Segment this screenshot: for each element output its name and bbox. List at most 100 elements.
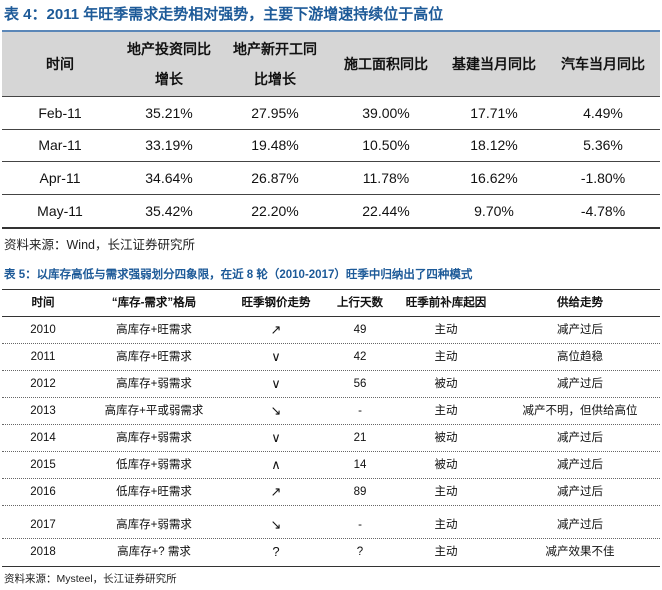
table-row: Feb-11 35.21% 27.95% 39.00% 17.71% 4.49% (2, 96, 660, 130)
table4-header-time: 时间 (46, 56, 74, 72)
table-cell: 49 (353, 324, 367, 336)
table-cell: 减产过后 (557, 486, 603, 498)
table5-top-rule (2, 289, 660, 290)
table-cell: 主动 (434, 351, 458, 363)
table-cell: 减产过后 (557, 324, 603, 336)
table-cell: 主动 (434, 324, 458, 336)
table4-header-new-starts: 地产新开工同 比增长 (233, 41, 317, 87)
table-row: May-11 35.42% 22.20% 22.44% 9.70% -4.78% (2, 195, 660, 227)
table-row: 2015 低库存+弱需求 ∧ 14 被动 减产过后 (2, 452, 660, 479)
table-cell: 16.62% (470, 170, 518, 186)
table-cell: 减产不明，但供给高位 (522, 405, 638, 417)
table5-header: 时间 “库存-需求”格局 旺季钢价走势 上行天数 旺季前补库起因 供给走势 (2, 290, 660, 316)
table5-header-restock-cause: 旺季前补库起因 (405, 297, 487, 309)
table-cell: 34.64% (145, 170, 193, 186)
table-cell: 56 (353, 378, 367, 390)
table-cell: 10.50% (362, 137, 410, 153)
table-cell: 被动 (434, 432, 458, 444)
table4-header-auto: 汽车当月同比 (561, 56, 645, 72)
table5-bottom-rule (2, 566, 660, 567)
table5-header-price-trend: 旺季钢价走势 (241, 297, 311, 309)
table4-top-rule (2, 30, 660, 32)
table-cell: 高库存+旺需求 (116, 324, 192, 336)
table5-title: 表 5：以库存高低与需求强弱划分四象限，在近 8 轮（2010-2017）旺季中… (4, 269, 473, 281)
table-cell: 减产过后 (557, 432, 603, 444)
price-trend-icon: ∨ (271, 430, 281, 445)
table-cell: 22.20% (251, 203, 299, 219)
table-cell: 2013 (30, 405, 56, 417)
table-row: Mar-11 33.19% 19.48% 10.50% 18.12% 5.36% (2, 129, 660, 162)
table-row: 2012 高库存+弱需求 ∨ 56 被动 减产过后 (2, 371, 660, 398)
table-cell: Mar-11 (38, 137, 82, 153)
table-cell: 主动 (434, 486, 458, 498)
table-row: 2017 高库存+弱需求 ↘ - 主动 减产过后 (2, 512, 660, 539)
table-cell: 减产过后 (557, 519, 603, 531)
price-trend-icon: ↘ (270, 517, 282, 532)
table4-source: 资料来源：Wind，长江证券研究所 (4, 238, 195, 252)
price-trend-icon: ∨ (271, 376, 281, 391)
table-cell: -4.78% (580, 203, 626, 219)
table-cell: 被动 (434, 459, 458, 471)
table5-header-time: 时间 (31, 297, 55, 309)
table-cell: 2015 (30, 459, 56, 471)
table-cell: 主动 (434, 405, 458, 417)
table-cell: 2018 (30, 546, 56, 558)
table5-source: 资料来源：Mysteel，长江证券研究所 (4, 573, 177, 585)
price-trend-icon: ∧ (271, 457, 281, 472)
table-cell: 低库存+旺需求 (116, 486, 192, 498)
table-row: 2010 高库存+旺需求 ↗ 49 主动 减产过后 (2, 317, 660, 344)
table-cell: 14 (353, 459, 367, 471)
table-cell: 高库存+旺需求 (116, 351, 192, 363)
price-trend-icon: ↗ (270, 322, 282, 337)
table-cell: 27.95% (251, 105, 299, 121)
table4-title: 表 4：2011 年旺季需求走势相对强势，主要下游增速持续位于高位 (4, 6, 444, 23)
table-cell: 2012 (30, 378, 56, 390)
table-cell: 2011 (30, 351, 56, 363)
table-cell: 35.42% (145, 203, 193, 219)
table5-header-up-days: 上行天数 (337, 297, 383, 309)
table-row: Apr-11 34.64% 26.87% 11.78% 16.62% -1.80… (2, 162, 660, 195)
table-cell: 11.78% (362, 170, 410, 186)
table-cell: -1.80% (580, 170, 626, 186)
table-cell: 高库存+弱需求 (116, 519, 192, 531)
table-cell: 18.12% (470, 137, 518, 153)
table-cell: 减产过后 (557, 378, 603, 390)
table-row: 2018 高库存+? 需求?? 主动 减产效果不佳 (2, 539, 660, 565)
table-cell: 4.49% (583, 105, 623, 121)
table-cell: 主动 (434, 519, 458, 531)
table-cell: 19.48% (251, 137, 299, 153)
table-cell: Feb-11 (38, 105, 82, 121)
table-cell: 减产效果不佳 (545, 546, 615, 558)
table-cell: 21 (353, 432, 367, 444)
table-cell: 高库存+? 需求 (117, 546, 191, 558)
table5-header-supply-trend: 供给走势 (557, 297, 603, 309)
price-trend-icon: ∨ (271, 349, 281, 364)
table-cell: 高位趋稳 (557, 351, 603, 363)
table-cell: - (358, 405, 362, 417)
table-cell: 33.19% (145, 137, 193, 153)
price-trend-icon: ↘ (270, 403, 282, 418)
table4-header-investment: 地产投资同比 增长 (127, 41, 211, 87)
table-cell: 22.44% (362, 203, 410, 219)
table-cell: 2010 (30, 324, 56, 336)
table-cell: - (358, 519, 362, 531)
table-cell: 高库存+弱需求 (116, 378, 192, 390)
table-row: 2016 低库存+旺需求 ↗ 89 主动 减产过后 (2, 479, 660, 506)
table4-header-floor-area: 施工面积同比 (344, 56, 428, 72)
table-cell: May-11 (37, 203, 83, 219)
table-cell: 2014 (30, 432, 56, 444)
table-cell: 高库存+平或弱需求 (104, 405, 204, 417)
table-cell: 主动 (434, 546, 458, 558)
table-cell: Apr-11 (39, 170, 81, 186)
table-cell: 26.87% (251, 170, 299, 186)
table-cell: 35.21% (145, 105, 193, 121)
table-cell: 被动 (434, 378, 458, 390)
table-cell: 2017 (30, 519, 56, 531)
price-trend-icon: ? (272, 544, 280, 559)
table5-header-pattern: “库存-需求”格局 (111, 297, 197, 309)
table-row: 2013 高库存+平或弱需求 ↘ - 主动 减产不明，但供给高位 (2, 398, 660, 425)
table-cell: 5.36% (583, 137, 623, 153)
table4-header: 时间 地产投资同比 增长 地产新开工同 比增长 施工面积同比 基建当月同比 汽车当月… (2, 32, 660, 96)
table5-header-rule (2, 316, 660, 317)
table-row: 2014 高库存+弱需求 ∨ 21 被动 减产过后 (2, 425, 660, 452)
